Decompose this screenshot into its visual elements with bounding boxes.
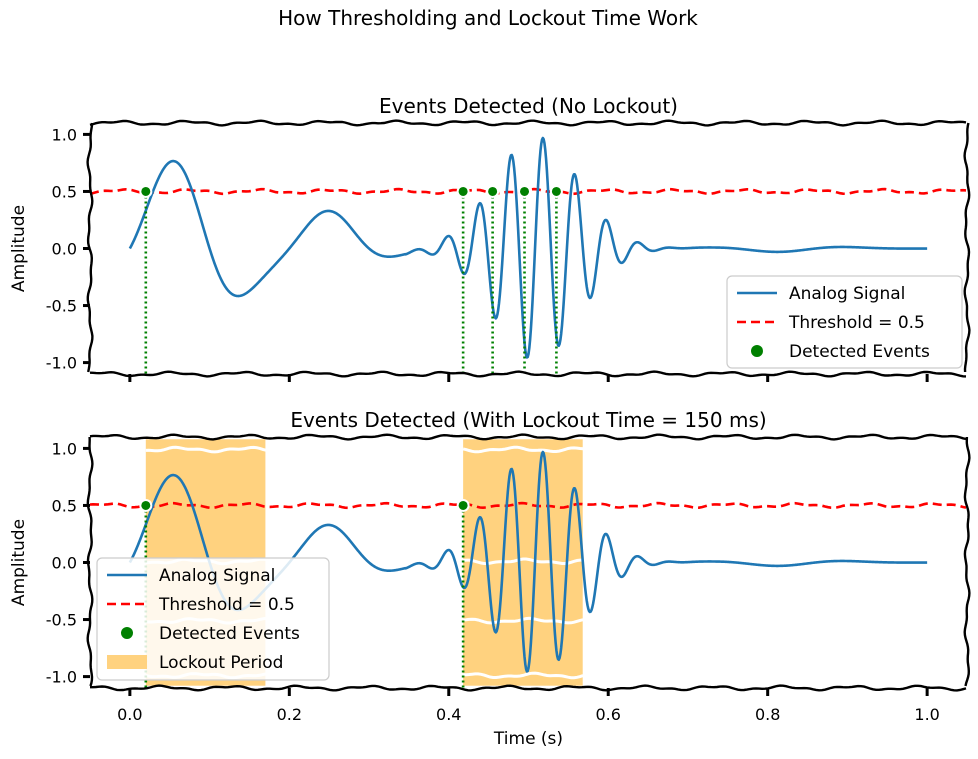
y-axis-label: Amplitude xyxy=(9,519,29,606)
legend: Analog Signal Threshold = 0.5 Detected Eve… xyxy=(726,275,963,369)
event-marker xyxy=(456,184,470,198)
legend-label-signal: Analog Signal xyxy=(789,284,905,304)
legend: Analog Signal Threshold = 0.5 Detected Eve… xyxy=(96,557,330,681)
event-marker xyxy=(486,184,500,198)
y-tick-label: -0.5 xyxy=(46,611,77,630)
y-tick-label: 1.0 xyxy=(52,439,77,458)
chart-panel-with-lockout: 1.0 0.5 0.0 -0.5 -1.0 0.0 0.2 0.4 0.6 0.8 1.0 Event… xyxy=(9,408,971,749)
signal-line xyxy=(128,136,928,359)
threshold-line xyxy=(90,501,967,510)
x-tick-label: 1.0 xyxy=(914,705,939,724)
event-marker xyxy=(549,184,563,198)
legend-label-events: Detected Events xyxy=(159,624,300,644)
legend-label-threshold: Threshold = 0.5 xyxy=(158,595,295,615)
frame-bottom xyxy=(89,370,967,378)
legend-label-lockout: Lockout Period xyxy=(159,653,283,673)
frame-right xyxy=(963,122,971,373)
event-marker xyxy=(456,498,470,512)
legend-handle-lockout xyxy=(107,655,147,669)
figure-suptitle: How Thresholding and Lockout Time Work xyxy=(278,6,698,30)
legend-handle-events xyxy=(751,345,763,357)
x-tick-label: 0.6 xyxy=(596,705,621,724)
y-tick-label: 0.5 xyxy=(52,496,77,515)
threshold-line xyxy=(90,187,967,196)
plot-area xyxy=(90,136,967,374)
y-tick-label: -0.5 xyxy=(46,297,77,316)
y-tick-label: 0.0 xyxy=(52,554,77,573)
chart-panel-no-lockout: 1.0 0.5 0.0 -0.5 -1.0 Events Detected (No Loc… xyxy=(9,94,971,382)
event-marker xyxy=(139,184,153,198)
event-marker xyxy=(518,184,532,198)
event-marker xyxy=(139,498,153,512)
x-axis-label: Time (s) xyxy=(493,729,563,749)
axes-frame xyxy=(86,119,971,378)
axes-title: Events Detected (With Lockout Time = 150… xyxy=(290,408,766,432)
y-tick-label: -1.0 xyxy=(46,668,77,687)
x-tick-label: 0.8 xyxy=(755,705,780,724)
axes-title: Events Detected (No Lockout) xyxy=(379,94,678,118)
legend-label-events: Detected Events xyxy=(789,342,930,362)
frame-right xyxy=(963,436,971,687)
frame-bottom xyxy=(90,684,967,692)
legend-handle-events xyxy=(121,627,133,639)
x-tick-label: 0.4 xyxy=(436,705,461,724)
y-axis-label: Amplitude xyxy=(9,205,29,292)
x-tick-label: 0.0 xyxy=(117,705,142,724)
legend-label-signal: Analog Signal xyxy=(159,566,275,586)
lockout-grid-line xyxy=(145,445,267,454)
x-tick-label: 0.2 xyxy=(277,705,302,724)
y-tick-label: 0.0 xyxy=(52,240,77,259)
y-tick-label: 0.5 xyxy=(52,182,77,201)
frame-top xyxy=(89,433,967,441)
y-tick-label: 1.0 xyxy=(52,125,77,144)
y-tick-label: -1.0 xyxy=(46,354,77,373)
legend-box xyxy=(96,557,330,681)
legend-box xyxy=(726,275,963,369)
lockout-grid-line xyxy=(463,557,584,565)
lockout-grid-line xyxy=(462,445,584,454)
legend-label-threshold: Threshold = 0.5 xyxy=(788,313,925,333)
lockout-grid-line xyxy=(463,671,584,680)
frame-top xyxy=(89,119,967,127)
